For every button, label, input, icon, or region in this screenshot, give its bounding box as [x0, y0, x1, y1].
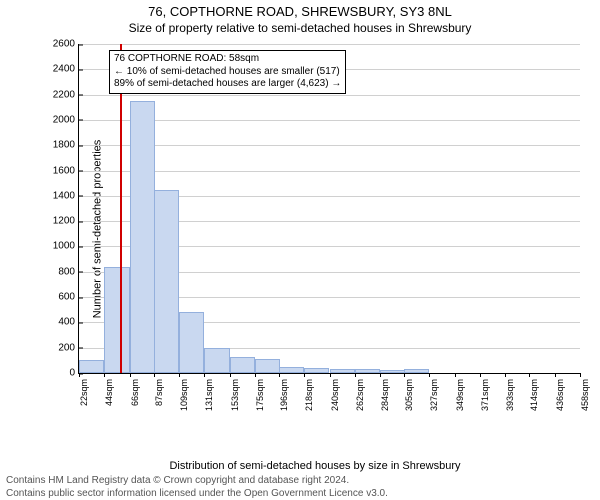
chart: Number of semi-detached properties 02004… — [50, 44, 580, 414]
x-tick-mark — [555, 373, 556, 377]
footer-line1: Contains HM Land Registry data © Crown c… — [6, 475, 388, 488]
x-tick: 393sqm — [505, 379, 515, 411]
hist-bar — [130, 101, 155, 373]
hist-bar — [79, 360, 104, 373]
x-tick-mark — [505, 373, 506, 377]
x-tick-mark — [130, 373, 131, 377]
x-tick-mark — [179, 373, 180, 377]
y-tick: 400 — [58, 317, 79, 328]
x-tick-mark — [304, 373, 305, 377]
x-tick-mark — [529, 373, 530, 377]
x-tick-mark — [380, 373, 381, 377]
x-tick-mark — [104, 373, 105, 377]
hist-bar — [255, 359, 280, 373]
hist-bar — [279, 367, 304, 373]
x-tick: 66sqm — [130, 379, 140, 406]
x-tick: 305sqm — [404, 379, 414, 411]
x-tick: 284sqm — [380, 379, 390, 411]
x-tick-mark — [255, 373, 256, 377]
annotation-line2: ← 10% of semi-detached houses are smalle… — [114, 66, 341, 79]
y-tick: 1000 — [53, 241, 79, 252]
x-tick: 22sqm — [79, 379, 89, 406]
y-tick: 1800 — [53, 140, 79, 151]
annotation-line1: 76 COPTHORNE ROAD: 58sqm — [114, 53, 341, 66]
y-tick: 1400 — [53, 190, 79, 201]
x-tick-mark — [404, 373, 405, 377]
x-tick: 153sqm — [230, 379, 240, 411]
x-tick: 262sqm — [355, 379, 365, 411]
x-tick: 436sqm — [555, 379, 565, 411]
y-tick: 1200 — [53, 216, 79, 227]
x-axis-label: Distribution of semi-detached houses by … — [50, 460, 580, 472]
x-tick-mark — [279, 373, 280, 377]
x-tick: 414sqm — [529, 379, 539, 411]
title-subtitle: Size of property relative to semi-detach… — [0, 21, 600, 35]
x-tick-mark — [580, 373, 581, 377]
x-tick-mark — [330, 373, 331, 377]
gridline — [79, 44, 580, 45]
hist-bar — [154, 190, 179, 373]
x-tick: 458sqm — [580, 379, 590, 411]
x-tick: 218sqm — [304, 379, 314, 411]
y-tick: 800 — [58, 266, 79, 277]
hist-bar — [330, 369, 355, 373]
gridline — [79, 95, 580, 96]
y-tick: 1600 — [53, 165, 79, 176]
x-tick: 175sqm — [255, 379, 265, 411]
y-tick: 2600 — [53, 39, 79, 50]
y-tick: 200 — [58, 342, 79, 353]
hist-bar — [380, 370, 405, 373]
y-tick: 0 — [69, 368, 79, 379]
x-tick: 109sqm — [179, 379, 189, 411]
hist-bar — [230, 357, 255, 373]
x-tick: 87sqm — [154, 379, 164, 406]
y-tick: 2000 — [53, 114, 79, 125]
plot-area: 0200400600800100012001400160018002000220… — [78, 44, 580, 374]
x-tick-mark — [230, 373, 231, 377]
hist-bar — [355, 369, 380, 373]
hist-bar — [104, 267, 129, 373]
x-tick-mark — [154, 373, 155, 377]
x-tick-mark — [204, 373, 205, 377]
x-tick-mark — [429, 373, 430, 377]
x-tick: 44sqm — [104, 379, 114, 406]
x-tick-mark — [455, 373, 456, 377]
title-address: 76, COPTHORNE ROAD, SHREWSBURY, SY3 8NL — [0, 4, 600, 19]
x-tick: 131sqm — [204, 379, 214, 411]
y-tick: 2400 — [53, 64, 79, 75]
x-tick: 349sqm — [455, 379, 465, 411]
y-tick: 600 — [58, 292, 79, 303]
x-tick: 371sqm — [480, 379, 490, 411]
x-tick: 196sqm — [279, 379, 289, 411]
hist-bar — [304, 368, 329, 373]
x-tick: 240sqm — [330, 379, 340, 411]
y-tick: 2200 — [53, 89, 79, 100]
hist-bar — [204, 348, 229, 373]
annotation-box: 76 COPTHORNE ROAD: 58sqm ← 10% of semi-d… — [109, 50, 346, 94]
hist-bar — [179, 312, 204, 373]
footer: Contains HM Land Registry data © Crown c… — [6, 475, 388, 500]
x-tick: 327sqm — [429, 379, 439, 411]
x-tick-mark — [79, 373, 80, 377]
hist-bar — [404, 369, 429, 373]
x-tick-mark — [480, 373, 481, 377]
x-tick-mark — [355, 373, 356, 377]
annotation-line3: 89% of semi-detached houses are larger (… — [114, 78, 341, 91]
footer-line2: Contains public sector information licen… — [6, 488, 388, 500]
